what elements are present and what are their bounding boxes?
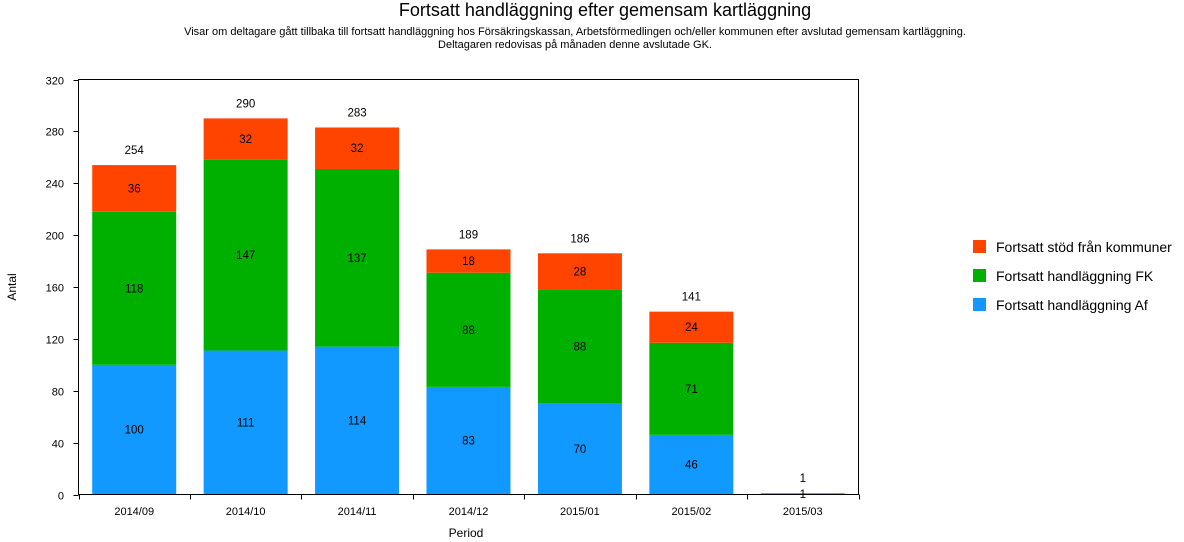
y-tick-label: 320	[46, 76, 64, 88]
y-tick-label: 40	[52, 439, 64, 451]
bar-segment	[760, 493, 845, 495]
x-tick-label: 2015/03	[783, 506, 823, 518]
bar-segment	[649, 434, 734, 495]
bar-segment	[92, 165, 177, 212]
bar-segment	[315, 127, 400, 169]
legend-label: Fortsatt handläggning FK	[996, 267, 1154, 284]
bar-segment	[92, 211, 177, 365]
bar-segment	[426, 272, 511, 387]
bar-segment-label: 111	[237, 418, 254, 430]
chart-subtitle-line-2: Deltagaren redovisas på månaden denne av…	[438, 39, 712, 51]
bar-segment-label: 118	[125, 283, 143, 295]
bar-segment	[649, 342, 734, 435]
bar-segment	[92, 364, 177, 495]
legend-swatch	[973, 240, 986, 253]
bar-segment-label: 83	[462, 436, 475, 448]
bar-segment	[315, 168, 400, 347]
x-tick-label: 2014/11	[338, 506, 377, 518]
x-tick-label: 2014/12	[449, 506, 489, 518]
legend-swatch	[973, 298, 986, 311]
y-axis-title: Antal	[5, 273, 19, 300]
bar-segment	[537, 403, 622, 495]
bar-segment	[426, 386, 511, 495]
bar-segment	[426, 249, 511, 273]
bar-segment	[203, 350, 288, 495]
bar-segment-label: 88	[462, 325, 475, 337]
bar-segment-label: 71	[685, 384, 698, 396]
bar-total-label: 254	[125, 145, 145, 157]
x-axis-title: Period	[449, 526, 484, 540]
bar-total-label: 186	[570, 233, 589, 245]
bar-segment-label: 46	[685, 460, 698, 472]
y-tick-label: 280	[46, 127, 64, 139]
x-axis: 2014/09 2014/10 2014/11 2014/12 2015/01 2015/…	[79, 494, 860, 518]
bar-segment-label: 88	[574, 342, 587, 354]
bar-segment-label: 100	[125, 425, 144, 437]
bar-segment-label: 18	[462, 256, 475, 268]
bar-segment	[203, 118, 288, 160]
legend-item: Fortsatt handläggning Af	[973, 290, 1172, 319]
legend-item: Fortsatt stöd från kommuner	[973, 232, 1172, 261]
bar-segment-label: 114	[348, 416, 367, 428]
bar-total-label: 290	[236, 98, 255, 110]
x-tick-label: 2014/10	[226, 506, 266, 518]
bar-total-label: 189	[459, 229, 478, 241]
x-tick-label: 2015/01	[560, 506, 600, 518]
chart-subtitle-line-1: Visar om deltagare gått tillbaka till fo…	[184, 26, 966, 38]
bar-segment-label: 28	[574, 266, 587, 278]
bar-segment-label: 32	[351, 143, 364, 155]
bar-segment	[649, 311, 734, 343]
chart-title: Fortsatt handläggning efter gemensam kar…	[398, 0, 812, 20]
legend-label: Fortsatt handläggning Af	[996, 296, 1148, 313]
bar-segment-label: 24	[685, 322, 698, 334]
y-tick-label: 80	[52, 387, 64, 399]
y-tick-label: 120	[46, 335, 64, 347]
plot-frame	[78, 79, 859, 495]
bar-total-label: 141	[682, 292, 701, 304]
bar-segment	[537, 253, 622, 290]
y-tick-label: 200	[46, 231, 64, 243]
x-tick-label: 2015/02	[671, 506, 711, 518]
legend-swatch	[973, 269, 986, 282]
data-labels-group: 100 118 36 254 111 147 32 290 114 137 32 283 83 88 18 1…	[125, 98, 806, 500]
bar-segment-label: 137	[347, 253, 366, 265]
bar-total-label: 283	[347, 107, 366, 119]
bar-segment-label: 147	[236, 250, 255, 262]
y-tick-label: 160	[46, 283, 64, 295]
x-tick-label: 2014/09	[114, 506, 154, 518]
bar-segment	[203, 159, 288, 351]
y-tick-label: 240	[46, 179, 64, 191]
y-tick-label: 0	[58, 491, 64, 503]
legend: Fortsatt stöd från kommuner Fortsatt hand…	[973, 232, 1172, 319]
bars-group	[92, 118, 845, 495]
bar-segment-label: 70	[574, 444, 587, 456]
legend-item: Fortsatt handläggning FK	[973, 261, 1172, 290]
bar-segment	[537, 289, 622, 404]
y-axis: 0 40 80 120 160 200 240 280 320	[46, 76, 79, 503]
bar-segment-label: 32	[239, 134, 252, 146]
bar-segment	[315, 346, 400, 495]
bar-segment-label: 36	[128, 183, 141, 195]
legend-label: Fortsatt stöd från kommuner	[996, 238, 1172, 255]
bar-total-label: 1	[800, 473, 806, 485]
